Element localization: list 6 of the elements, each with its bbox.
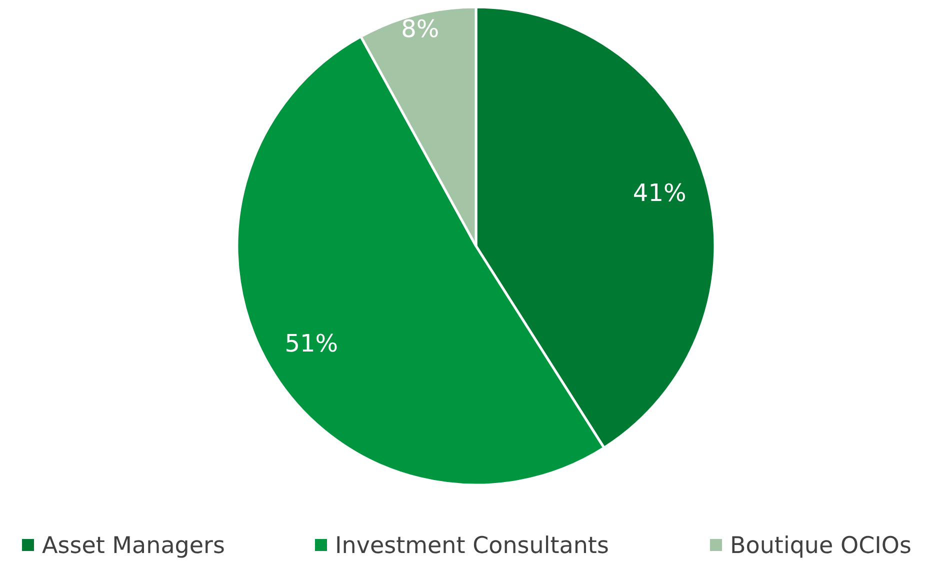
data-label: 8% [401,14,440,43]
legend-label: Boutique OCIOs [730,533,912,560]
legend-label: Investment Consultants [335,533,609,560]
data-label: 51% [284,330,338,358]
legend-label: Asset Managers [42,533,225,560]
data-label: 41% [632,179,686,208]
